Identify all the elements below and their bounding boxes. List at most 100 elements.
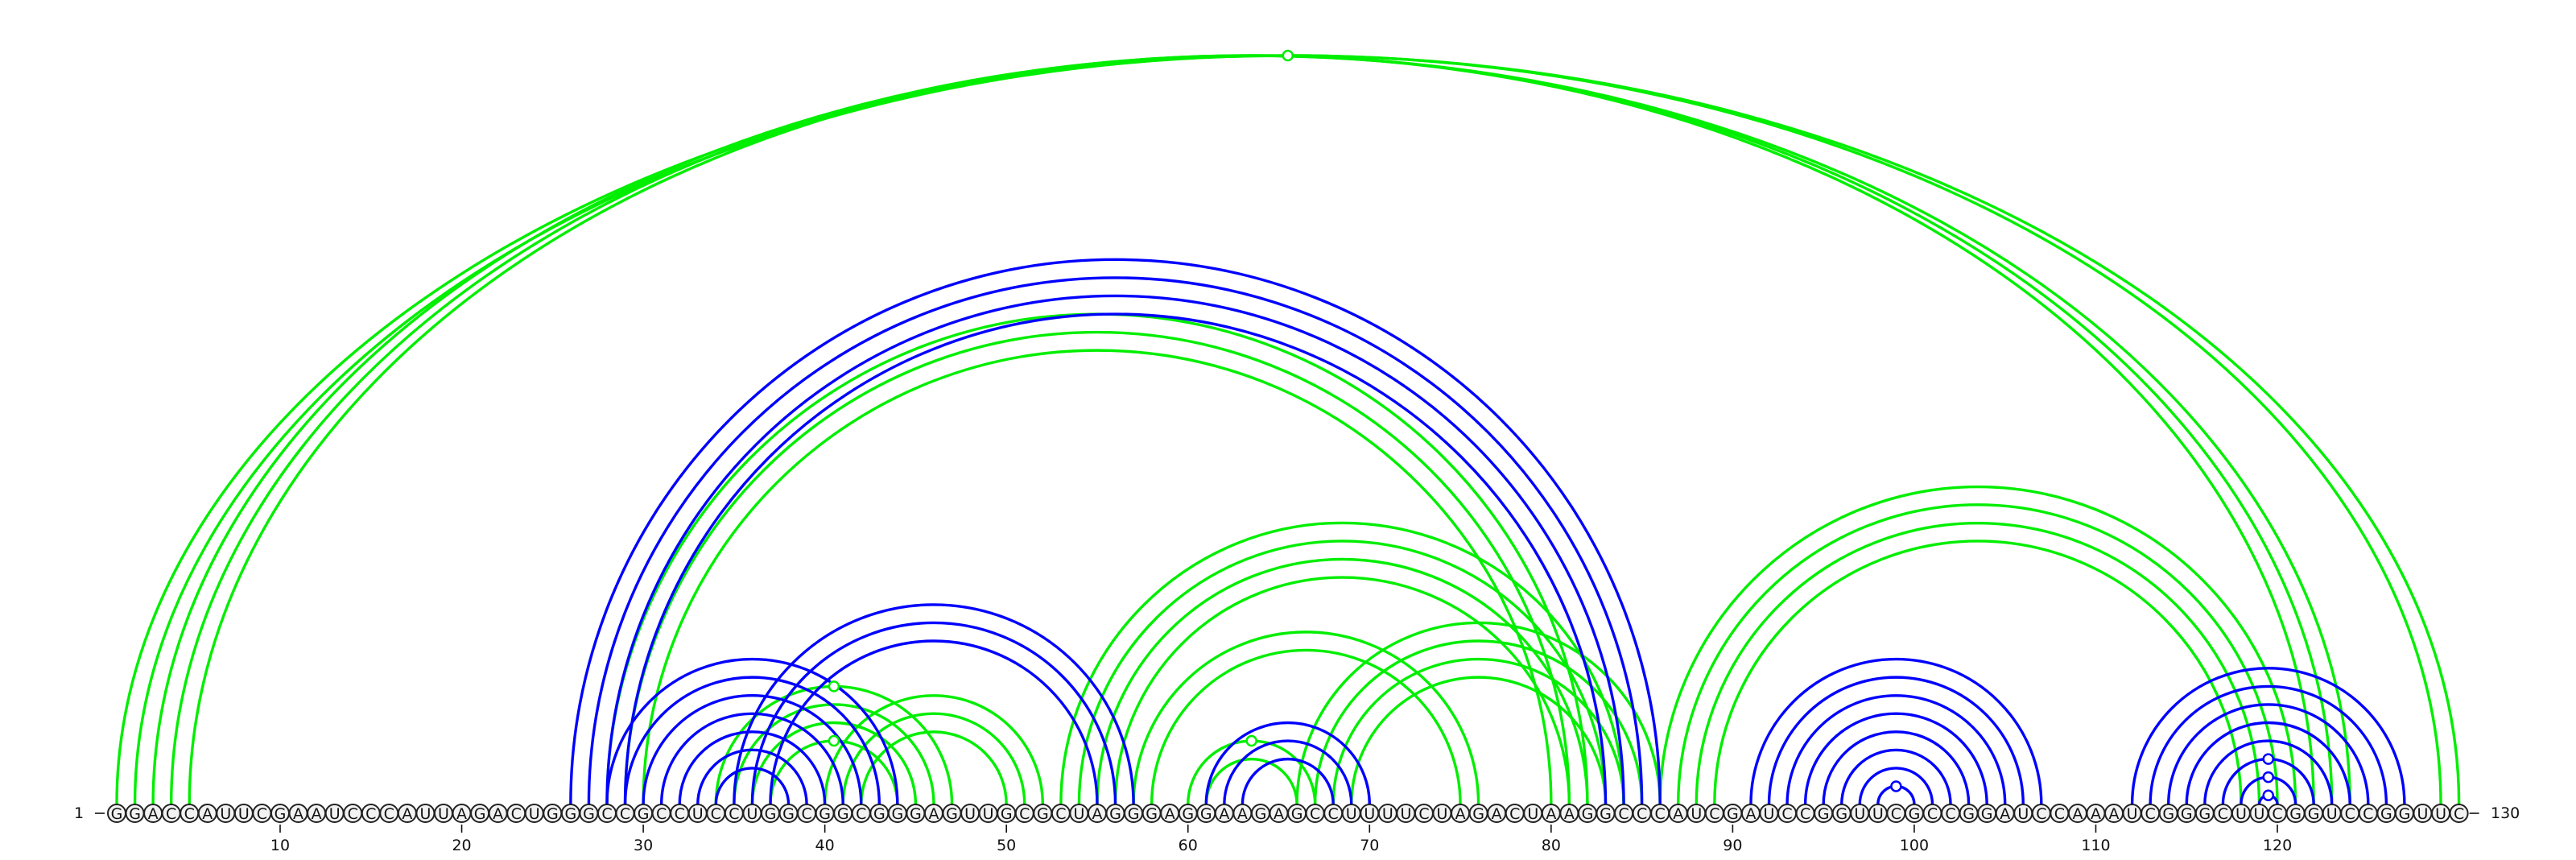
nucleotide-letter-94: C — [1800, 805, 1810, 823]
alt-pair-marker-60-67 — [1245, 734, 1257, 747]
primary-pair-marker-118-121 — [2262, 771, 2275, 784]
primary-structure-arcs — [569, 258, 2406, 805]
nucleotide-letter-125: C — [2363, 805, 2373, 823]
nucleotide-letter-20: A — [456, 805, 467, 823]
nucleotide-letter-87: A — [1673, 805, 1683, 823]
primary-pair-arc-93-105 — [1785, 693, 2007, 805]
nucleotide-letter-69: U — [1346, 805, 1357, 823]
alt-pair-arc-3-124 — [153, 56, 2350, 804]
primary-pair-arc-115-124 — [2185, 721, 2351, 805]
nucleotide-letter-74: U — [1437, 805, 1448, 823]
tick-label-40: 40 — [815, 837, 835, 854]
tick-label-70: 70 — [1360, 837, 1379, 854]
tick-label-80: 80 — [1542, 837, 1561, 854]
nucleotide-130 — [2449, 804, 2469, 823]
nucleotide-letter-108: C — [2054, 805, 2065, 823]
nucleotide-letter-60: G — [1182, 805, 1194, 823]
alt-pair-arc-40-52 — [823, 693, 1045, 805]
nucleotide-letter-38: G — [782, 805, 795, 823]
nucleotide-letter-16: C — [384, 805, 394, 823]
primary-pair-arc-32-40 — [678, 730, 827, 805]
nucleotide-letter-31: C — [656, 805, 667, 823]
nucleotide-letter-3: A — [148, 805, 159, 823]
nucleotide-letter-110: A — [2091, 805, 2101, 823]
nucleotide-letter-29: C — [620, 805, 630, 823]
primary-pair-arc-37-55 — [769, 639, 1099, 805]
primary-pair-arc-94-104 — [1803, 712, 1988, 805]
tick-label-60: 60 — [1179, 837, 1198, 854]
nucleotide-letter-2: G — [129, 805, 141, 823]
nucleotide-letter-121: G — [2289, 805, 2301, 823]
nucleotide-letter-36: U — [746, 805, 758, 823]
alt-pair-arc-29-81 — [623, 330, 1571, 805]
nucleotide-letter-27: G — [583, 805, 595, 823]
nucleotide-letter-105: A — [2000, 805, 2010, 823]
nucleotide-letter-98: U — [1872, 805, 1884, 823]
nucleotide-letter-83: G — [1600, 805, 1612, 823]
nucleotide-letter-6: A — [202, 805, 213, 823]
nucleotide-letter-68: C — [1328, 805, 1339, 823]
nucleotide-letter-124: C — [2345, 805, 2355, 823]
alt-pair-arc-36-45 — [750, 721, 918, 805]
nucleotide-letter-65: A — [1274, 805, 1284, 823]
tick-label-120: 120 — [2263, 837, 2292, 854]
nucleotide-letter-57: G — [1128, 805, 1140, 823]
primary-pair-arc-29-43 — [623, 676, 881, 805]
nucleotide-letter-44: G — [891, 805, 903, 823]
primary-pair-arc-36-56 — [750, 621, 1117, 805]
nucleotide-letter-92: U — [1764, 805, 1775, 823]
nucleotide-letter-9: C — [257, 805, 267, 823]
nucleotide-letter-56: G — [1109, 805, 1121, 823]
nucleotide-letter-40: G — [819, 805, 831, 823]
nucleotide-letter-84: C — [1618, 805, 1629, 823]
primary-pair-arc-91-107 — [1749, 657, 2043, 805]
nucleotide-letter-70: U — [1364, 805, 1375, 823]
nucleotide-letter-107: C — [2036, 805, 2046, 823]
alt-pair-arc-42-50 — [860, 731, 1008, 805]
nucleotide-letter-101: C — [1927, 805, 1938, 823]
nucleotide-letter-43: G — [873, 805, 886, 823]
nucleotide-letter-81: A — [1564, 805, 1575, 823]
primary-pair-marker-119-120 — [2262, 789, 2275, 801]
alt-pair-arc-89-118 — [1713, 540, 2243, 805]
nucleotide-letter-13: U — [329, 805, 341, 823]
nucleotide-letter-25: G — [547, 805, 559, 823]
alt-pair-arc-69-83 — [1350, 676, 1608, 805]
nucleotide-letter-54: U — [1073, 805, 1084, 823]
nucleotide-letter-79: U — [1527, 805, 1538, 823]
nucleotide-letter-30: G — [638, 805, 650, 823]
nucleotide-letter-52: G — [1037, 805, 1049, 823]
position-axis: 10 20 30 40 50 60 70 80 90 100 110 120 — [270, 825, 2292, 854]
sequence-start-label: 1 — [74, 804, 84, 822]
primary-pair-arc-92-106 — [1767, 676, 2025, 805]
primary-pair-arc-63-68 — [1241, 757, 1335, 805]
nucleotide-letter-112: U — [2127, 805, 2138, 823]
alt-pair-marker-37-44 — [828, 734, 840, 747]
nucleotide-letter-14: C — [348, 805, 358, 823]
alt-pair-arc-57-76 — [1132, 631, 1480, 805]
alt-pair-arc-35-46 — [733, 703, 935, 805]
alt-pair-marker-34-47 — [828, 680, 840, 693]
nucleotide-letter-23: C — [511, 805, 522, 823]
nucleotide-letter-66: G — [1291, 805, 1303, 823]
nucleotide-letter-35: C — [729, 805, 739, 823]
nucleotide-letter-37: G — [765, 805, 777, 823]
nucleotide-letter-47: G — [946, 805, 958, 823]
nucleotide-letter-15: C — [365, 805, 376, 823]
alt-pair-arc-88-119 — [1695, 521, 2261, 805]
nucleotide-letter-19: U — [438, 805, 449, 823]
nucleotide-letter-55: A — [1092, 805, 1102, 823]
nucleotide-letter-120: C — [2272, 805, 2282, 823]
alt-pair-arc-87-120 — [1678, 505, 2277, 804]
nucleotide-letter-93: C — [1781, 805, 1792, 823]
nucleotide-letter-126: G — [2380, 805, 2392, 823]
nucleotide-letter-86: C — [1655, 805, 1666, 823]
alt-pair-arc-1-130 — [117, 56, 2459, 804]
primary-pair-arc-113-126 — [2149, 684, 2388, 805]
primary-pair-arc-116-123 — [2203, 739, 2334, 805]
nucleotide-letter-34: C — [711, 805, 721, 823]
tick-label-110: 110 — [2081, 837, 2110, 854]
nucleotide-letter-106: U — [2017, 805, 2029, 823]
